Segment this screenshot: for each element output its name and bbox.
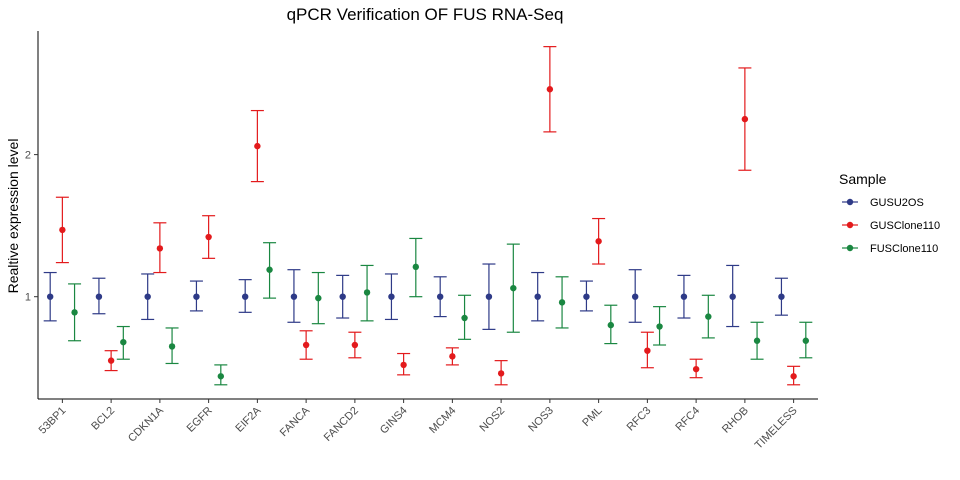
x-tick-label: NOS2 bbox=[478, 405, 508, 435]
data-point bbox=[400, 361, 407, 369]
chart-title: qPCR Verification OF FUS RNA-Seq bbox=[287, 5, 564, 24]
data-point bbox=[205, 233, 212, 241]
x-tick-label: FANCA bbox=[278, 404, 313, 439]
data-point bbox=[631, 293, 639, 300]
x-tick-label: RFC3 bbox=[625, 405, 654, 434]
data-point bbox=[217, 373, 225, 380]
data-point bbox=[461, 314, 468, 322]
y-axis-label: Realtive expression level bbox=[5, 139, 21, 294]
x-tick-label: FANCD2 bbox=[322, 405, 361, 444]
x-tick-label: CDKN1A bbox=[126, 404, 167, 445]
data-point bbox=[290, 293, 298, 300]
data-point bbox=[156, 245, 164, 252]
data-point bbox=[254, 142, 261, 150]
y-ticks: 12 bbox=[25, 150, 38, 304]
data-point bbox=[741, 115, 749, 123]
data-point bbox=[71, 309, 78, 316]
x-tick-label: EGFR bbox=[185, 405, 215, 435]
data-point bbox=[558, 299, 566, 306]
x-tick-label: MCM4 bbox=[427, 405, 458, 436]
legend-label: FUSClone110 bbox=[870, 243, 938, 255]
x-tick-label: 53BP1 bbox=[37, 405, 69, 437]
y-tick-label: 1 bbox=[25, 292, 31, 304]
data-point bbox=[339, 293, 346, 300]
data-point bbox=[595, 238, 602, 245]
data-point bbox=[46, 293, 54, 300]
x-tick-label: TIMELESS bbox=[753, 405, 800, 452]
data-point bbox=[790, 373, 797, 380]
data-point bbox=[534, 293, 541, 300]
series-GUSU2OS bbox=[43, 263, 788, 330]
data-point bbox=[656, 323, 663, 330]
data-point bbox=[193, 293, 200, 300]
legend-key-point bbox=[846, 221, 854, 229]
x-tick-label: PML bbox=[580, 405, 604, 429]
data-point bbox=[753, 337, 761, 344]
legend-label: GUSU2OS bbox=[870, 197, 924, 209]
data-point bbox=[510, 284, 517, 292]
data-point bbox=[302, 341, 310, 349]
x-tick-label: BCL2 bbox=[89, 405, 117, 433]
data-point bbox=[705, 313, 712, 320]
data-point bbox=[412, 263, 420, 271]
data-point bbox=[59, 226, 66, 234]
data-point bbox=[241, 293, 249, 300]
legend-label: GUSClone110 bbox=[870, 220, 940, 232]
data-point bbox=[802, 337, 810, 344]
plot-area: 12 53BP1 BCL2 CDKN1A EGFR EIF2A FANCA FANCD2 GI… bbox=[25, 31, 818, 452]
series-FUSClone110 bbox=[68, 237, 813, 386]
data-point bbox=[644, 347, 651, 354]
legend-key-point bbox=[846, 244, 854, 252]
legend-item: GUSClone110 bbox=[842, 220, 940, 232]
data-point bbox=[315, 294, 322, 302]
legend-item: GUSU2OS bbox=[842, 197, 924, 209]
data-marks bbox=[43, 46, 813, 386]
x-tick-label: EIF2A bbox=[233, 404, 264, 435]
data-point bbox=[266, 266, 273, 273]
data-point bbox=[144, 293, 151, 300]
data-point bbox=[692, 365, 700, 373]
data-point bbox=[168, 343, 176, 350]
x-ticks: 53BP1 BCL2 CDKN1A EGFR EIF2A FANCA FANCD2 GINS4… bbox=[37, 399, 800, 452]
data-point bbox=[351, 341, 359, 349]
x-tick-label: GINS4 bbox=[378, 405, 410, 437]
data-point bbox=[120, 338, 127, 346]
data-point bbox=[485, 293, 493, 300]
legend-key-point bbox=[846, 198, 854, 206]
legend-title: Sample bbox=[839, 171, 887, 187]
data-point bbox=[497, 370, 505, 377]
data-point bbox=[680, 293, 688, 300]
data-point bbox=[388, 293, 395, 300]
data-point bbox=[436, 293, 444, 300]
legend: Sample GUSU2OS GUSClone110 FUSClone110 bbox=[839, 171, 940, 255]
data-point bbox=[546, 86, 554, 93]
data-point bbox=[729, 293, 736, 300]
data-point bbox=[583, 293, 590, 300]
data-point bbox=[95, 293, 103, 300]
data-point bbox=[778, 293, 785, 300]
legend-item: FUSClone110 bbox=[842, 243, 938, 255]
x-tick-label: RHOB bbox=[720, 405, 751, 436]
x-tick-label: NOS3 bbox=[526, 405, 556, 435]
legend-items: GUSU2OS GUSClone110 FUSClone110 bbox=[842, 197, 940, 255]
data-point bbox=[363, 289, 371, 296]
data-point bbox=[107, 357, 115, 364]
x-tick-label: RFC4 bbox=[673, 405, 702, 434]
data-point bbox=[449, 353, 456, 360]
y-tick-label: 2 bbox=[25, 150, 31, 162]
data-point bbox=[607, 321, 615, 329]
series-GUSClone110 bbox=[55, 46, 801, 386]
